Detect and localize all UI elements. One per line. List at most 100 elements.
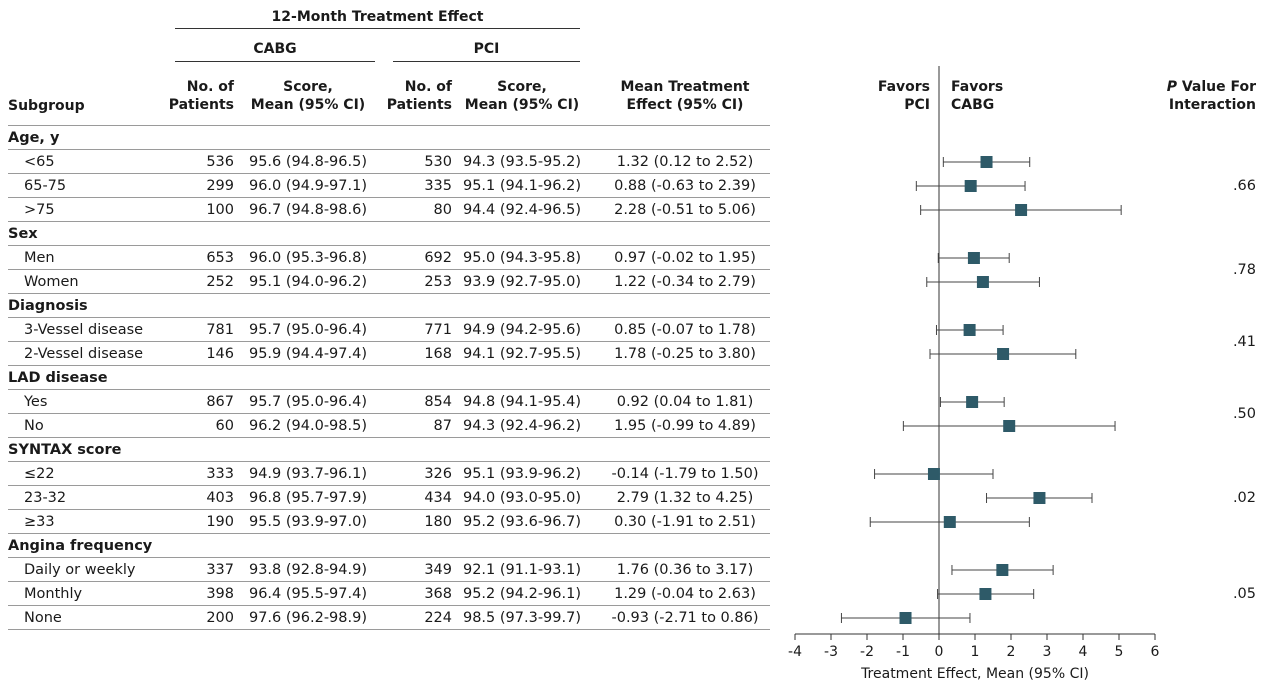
cell-pci-n: 434 <box>424 490 452 506</box>
mean-marker <box>964 180 977 192</box>
cell-cabg-score: 96.2 (94.0-98.5) <box>248 418 367 434</box>
cell-pci-score: 94.3 (92.4-96.2) <box>462 418 581 434</box>
cell-pci-n: 530 <box>424 154 452 170</box>
row-divider <box>8 365 770 366</box>
cell-pci-score: 94.0 (93.0-95.0) <box>462 490 581 506</box>
cell-cabg-n: 653 <box>206 250 234 266</box>
table-top-rule <box>8 125 770 126</box>
x-axis-tick-label: 6 <box>1151 644 1160 660</box>
cell-pci-score: 95.2 (93.6-96.7) <box>462 514 581 530</box>
subgroup-label: Women <box>24 274 79 290</box>
row-divider <box>8 437 770 438</box>
row-divider <box>8 317 770 318</box>
x-axis-tick-label: -3 <box>824 644 838 660</box>
cell-cabg-score: 95.6 (94.8-96.5) <box>248 154 367 170</box>
row-divider <box>8 149 770 150</box>
cell-effect: 1.95 (-0.99 to 4.89) <box>614 418 756 434</box>
mean-marker <box>943 516 956 528</box>
subgroup-label: <65 <box>24 154 55 170</box>
cell-cabg-n: 403 <box>206 490 234 506</box>
cabg-score-header-line2: Mean (95% CI) <box>250 97 366 113</box>
pvalue-header-line1: P Value For <box>1150 78 1256 96</box>
cell-pci-n: 349 <box>424 562 452 578</box>
mean-marker <box>1003 420 1016 432</box>
cell-cabg-n: 536 <box>206 154 234 170</box>
x-axis-tick-label: 2 <box>1007 644 1016 660</box>
subgroup-header: Subgroup <box>8 98 85 114</box>
x-axis-tick-label: -1 <box>896 644 910 660</box>
cell-pci-score: 95.1 (94.1-96.2) <box>462 178 581 194</box>
cell-pci-score: 95.1 (93.9-96.2) <box>462 466 581 482</box>
mean-marker <box>967 252 980 264</box>
cell-pci-n: 224 <box>424 610 452 626</box>
cell-effect: 1.29 (-0.04 to 2.63) <box>614 586 756 602</box>
subgroup-label: 3-Vessel disease <box>24 322 144 338</box>
subgroup-label: No <box>24 418 44 434</box>
subgroup-label: 65-75 <box>24 178 67 194</box>
cell-cabg-score: 95.5 (93.9-97.0) <box>248 514 367 530</box>
cell-cabg-n: 200 <box>206 610 234 626</box>
mean-marker <box>966 396 979 408</box>
subgroup-label: ≤22 <box>24 466 55 482</box>
row-divider <box>8 269 770 270</box>
cell-effect: -0.93 (-2.71 to 0.86) <box>611 610 759 626</box>
interaction-p-value: .41 <box>1232 334 1256 350</box>
mean-marker <box>963 324 976 336</box>
cell-pci-score: 95.0 (94.3-95.8) <box>462 250 581 266</box>
interaction-p-value: .02 <box>1232 490 1256 506</box>
row-divider <box>8 245 770 246</box>
pci-header: PCI <box>473 41 500 57</box>
group-heading: Age, y <box>8 130 60 146</box>
favors-pci-line1: Favors <box>877 79 930 95</box>
cell-cabg-score: 96.0 (95.3-96.8) <box>248 250 367 266</box>
cabg-header: CABG <box>253 41 297 57</box>
interaction-p-value: .50 <box>1232 406 1256 422</box>
subgroup-label: 23-32 <box>24 490 67 506</box>
row-divider <box>8 461 770 462</box>
x-axis-tick-label: -4 <box>788 644 802 660</box>
group-heading: SYNTAX score <box>8 442 122 458</box>
cell-cabg-score: 96.4 (95.5-97.4) <box>248 586 367 602</box>
cell-effect: -0.14 (-1.79 to 1.50) <box>611 466 759 482</box>
cell-pci-score: 94.1 (92.7-95.5) <box>462 346 581 362</box>
cell-pci-score: 92.1 (91.1-93.1) <box>462 562 581 578</box>
row-divider <box>8 485 770 486</box>
row-divider <box>8 221 770 222</box>
x-axis-label: Treatment Effect, Mean (95% CI) <box>860 666 1089 682</box>
x-axis-tick-label: -2 <box>860 644 874 660</box>
cell-cabg-score: 96.8 (95.7-97.9) <box>248 490 367 506</box>
mean-marker <box>1015 204 1028 216</box>
mean-marker <box>996 564 1009 576</box>
cell-cabg-score: 94.9 (93.7-96.1) <box>248 466 367 482</box>
mean-marker <box>976 276 989 288</box>
cell-cabg-n: 190 <box>206 514 234 530</box>
cell-cabg-n: 333 <box>206 466 234 482</box>
mean-marker <box>997 348 1010 360</box>
cell-effect: 1.22 (-0.34 to 2.79) <box>614 274 756 290</box>
pci-score-header-line2: Mean (95% CI) <box>464 97 580 113</box>
cell-cabg-n: 252 <box>206 274 234 290</box>
mean-marker <box>979 588 992 600</box>
group-heading: LAD disease <box>8 370 108 386</box>
subgroup-label: Men <box>24 250 55 266</box>
mean-marker <box>899 612 912 624</box>
group-heading: Sex <box>8 226 38 242</box>
subgroup-label: ≥33 <box>24 514 55 530</box>
row-divider <box>8 197 770 198</box>
cell-pci-n: 326 <box>424 466 452 482</box>
row-divider <box>8 533 770 534</box>
row-divider <box>8 413 770 414</box>
row-divider <box>8 605 770 606</box>
favors-pci-line2: PCI <box>904 97 930 113</box>
cell-pci-n: 168 <box>424 346 452 362</box>
pci-header-rule <box>393 61 580 62</box>
cell-effect: 0.88 (-0.63 to 2.39) <box>614 178 756 194</box>
pci-n-header-line1: No. of <box>404 79 452 95</box>
cell-effect: 1.32 (0.12 to 2.52) <box>616 154 754 170</box>
mean-marker <box>980 156 993 168</box>
interaction-p-value: .05 <box>1232 586 1256 602</box>
cell-pci-n: 180 <box>424 514 452 530</box>
cell-pci-score: 95.2 (94.2-96.1) <box>462 586 581 602</box>
pci-score-header-line1: Score, <box>497 79 547 95</box>
